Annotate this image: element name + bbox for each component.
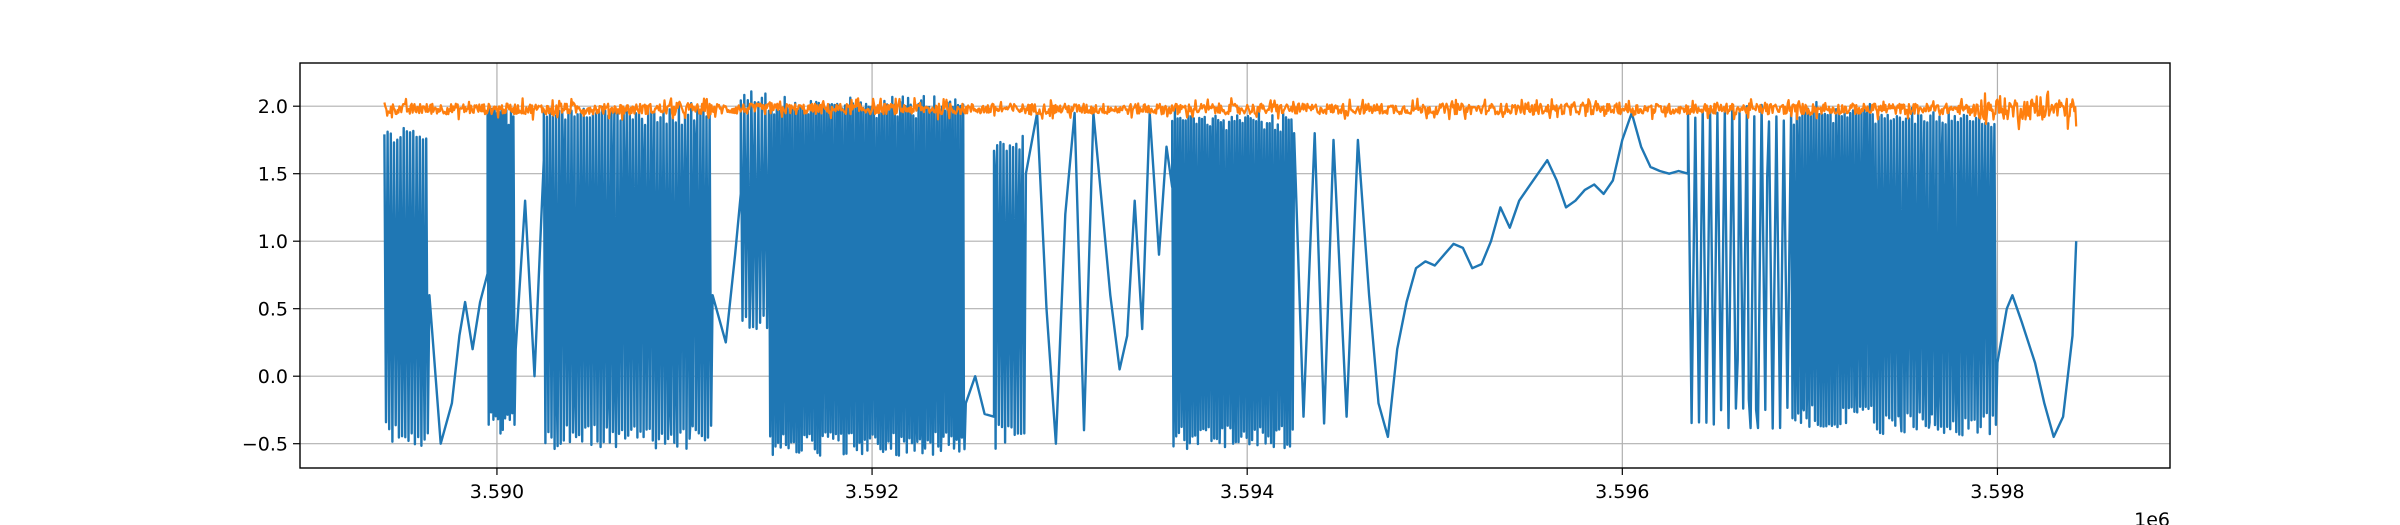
- axes-frame: [299, 62, 2171, 469]
- series-line-blue: [383, 90, 2078, 457]
- x-axis-offset-label: 1e6: [2134, 509, 2170, 525]
- x-tick-label: 3.590: [470, 481, 524, 503]
- series-line-orange: [383, 90, 2078, 131]
- y-tick-label: 2.0: [258, 96, 288, 118]
- x-tick-label: 3.592: [845, 481, 899, 503]
- y-tick-label: 1.5: [258, 164, 288, 186]
- axis-ticks: 3.590 3.592 3.594 3.596 3.598 −0.5 0.0 0.5 1.0 1.…: [242, 96, 2025, 503]
- x-tick-label: 3.594: [1220, 481, 1274, 503]
- y-tick-label: 0.5: [258, 299, 288, 321]
- x-tick-label: 3.598: [1970, 481, 2024, 503]
- y-tick-label: 1.0: [258, 231, 288, 253]
- series-layer: [383, 90, 2078, 457]
- x-tick-label: 3.596: [1595, 481, 1649, 503]
- y-tick-label: −0.5: [242, 434, 288, 456]
- y-tick-label: 0.0: [258, 366, 288, 388]
